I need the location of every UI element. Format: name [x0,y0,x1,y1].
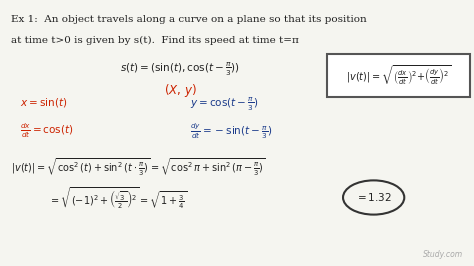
Text: $x = \sin(t)$: $x = \sin(t)$ [20,96,67,109]
Text: $|v(t)|{=}\sqrt{\left(\frac{dx}{dt}\right)^2{+}\left(\frac{dy}{dt}\right)^2}$: $|v(t)|{=}\sqrt{\left(\frac{dx}{dt}\righ… [346,64,451,88]
Text: $y = \cos(t - \frac{\pi}{3})$: $y = \cos(t - \frac{\pi}{3})$ [190,96,258,113]
Text: Ex 1:  An object travels along a curve on a plane so that its position: Ex 1: An object travels along a curve on… [11,15,366,24]
Text: $= 1.32$: $= 1.32$ [356,192,392,203]
Text: $= \sqrt{(-1)^2 + \left(\frac{\sqrt{3}}{2}\right)^2} = \sqrt{1 + \frac{3}{4}}$: $= \sqrt{(-1)^2 + \left(\frac{\sqrt{3}}{… [48,186,187,212]
FancyBboxPatch shape [327,54,470,97]
Text: $\frac{dx}{dt} = \cos(t)$: $\frac{dx}{dt} = \cos(t)$ [20,121,74,140]
Text: at time t>0 is given by s(t).  Find its speed at time t=π: at time t>0 is given by s(t). Find its s… [11,36,299,45]
Text: $\frac{dy}{dt} = -\sin(t - \frac{\pi}{3})$: $\frac{dy}{dt} = -\sin(t - \frac{\pi}{3}… [190,121,272,141]
Text: Study.com: Study.com [423,250,463,259]
Text: $|v(t)| = \sqrt{\cos^2(t) + \sin^2(t \cdot \frac{\pi}{3})} = \sqrt{\cos^2\pi + \: $|v(t)| = \sqrt{\cos^2(t) + \sin^2(t \cd… [11,157,266,178]
Text: $s(t){=}(\sin(t),\cos(t-\frac{\pi}{3}))$: $s(t){=}(\sin(t),\cos(t-\frac{\pi}{3}))$ [120,61,240,78]
Text: $(X,\, y)$: $(X,\, y)$ [164,82,197,99]
